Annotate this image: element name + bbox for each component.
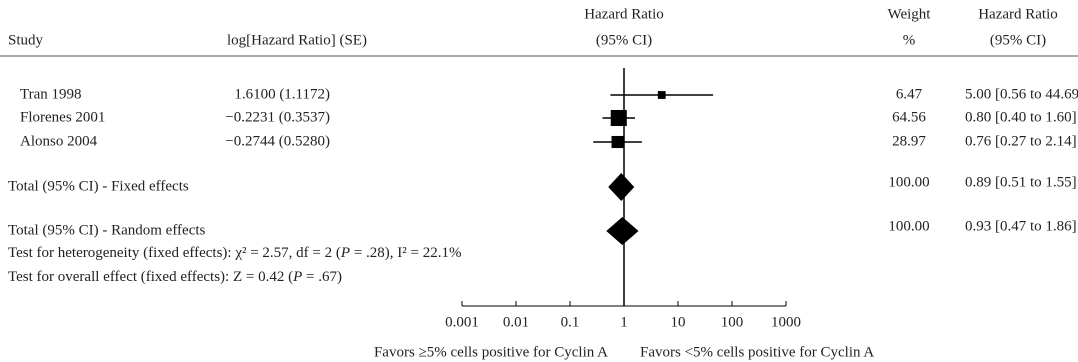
pooled-diamond xyxy=(606,217,639,245)
note-part: P xyxy=(340,245,350,261)
hr-ci: 0.76 [0.27 to 2.14] xyxy=(965,133,1077,149)
x-tick-label: 0.001 xyxy=(445,314,479,330)
x-label-left: Favors ≥5% cells positive for Cyclin A xyxy=(374,344,608,360)
x-tick-label: 100 xyxy=(721,314,744,330)
x-tick-label: 1000 xyxy=(771,314,801,330)
hr-ci: 0.80 [0.40 to 1.60] xyxy=(965,109,1077,125)
hr-ci: 5.00 [0.56 to 44.69] xyxy=(965,86,1078,102)
log-hr: 1.6100 (1.1172) xyxy=(234,86,330,102)
hr-ci: 0.89 [0.51 to 1.55] xyxy=(965,174,1077,190)
header: Weight xyxy=(888,6,932,22)
note-part: Test for overall effect (fixed effects):… xyxy=(8,269,293,285)
header: Study xyxy=(8,32,44,48)
study-name: Alonso 2004 xyxy=(20,133,98,149)
note: Test for overall effect (fixed effects):… xyxy=(8,269,342,285)
note: Test for heterogeneity (fixed effects): … xyxy=(8,245,461,261)
note-part: P xyxy=(292,269,302,285)
header: (95% CI) xyxy=(990,32,1046,48)
header: Hazard Ratio xyxy=(978,6,1058,22)
weight: 100.00 xyxy=(888,174,929,190)
log-hr: −0.2744 (0.5280) xyxy=(225,133,330,149)
note-part: = .28), I² = 22.1% xyxy=(350,245,461,261)
study-name: Tran 1998 xyxy=(20,86,82,102)
weight: 6.47 xyxy=(896,86,923,102)
study-square xyxy=(610,109,627,127)
study-name: Florenes 2001 xyxy=(20,109,105,125)
weight: 64.56 xyxy=(892,109,926,125)
study-square xyxy=(657,91,666,99)
hr-ci: 0.93 [0.47 to 1.86] xyxy=(965,218,1077,234)
header: (95% CI) xyxy=(596,32,652,48)
total-name: Total (95% CI) - Random effects xyxy=(8,222,206,238)
header: % xyxy=(903,32,916,48)
x-label-right: Favors <5% cells positive for Cyclin A xyxy=(640,344,874,360)
note-part: = .67) xyxy=(302,269,342,285)
x-tick-label: 10 xyxy=(671,314,686,330)
study-square xyxy=(611,135,624,149)
weight: 28.97 xyxy=(892,133,926,149)
x-tick-label: 0.1 xyxy=(561,314,580,330)
header: Hazard Ratio xyxy=(584,6,664,22)
total-name: Total (95% CI) - Fixed effects xyxy=(8,178,189,194)
weight: 100.00 xyxy=(888,218,929,234)
note-part: Test for heterogeneity (fixed effects): … xyxy=(8,245,341,261)
x-tick-label: 1 xyxy=(620,314,628,330)
x-tick-label: 0.01 xyxy=(503,314,529,330)
pooled-diamond xyxy=(608,173,635,201)
log-hr: −0.2231 (0.3537) xyxy=(225,109,330,125)
header: log[Hazard Ratio] (SE) xyxy=(227,32,367,48)
